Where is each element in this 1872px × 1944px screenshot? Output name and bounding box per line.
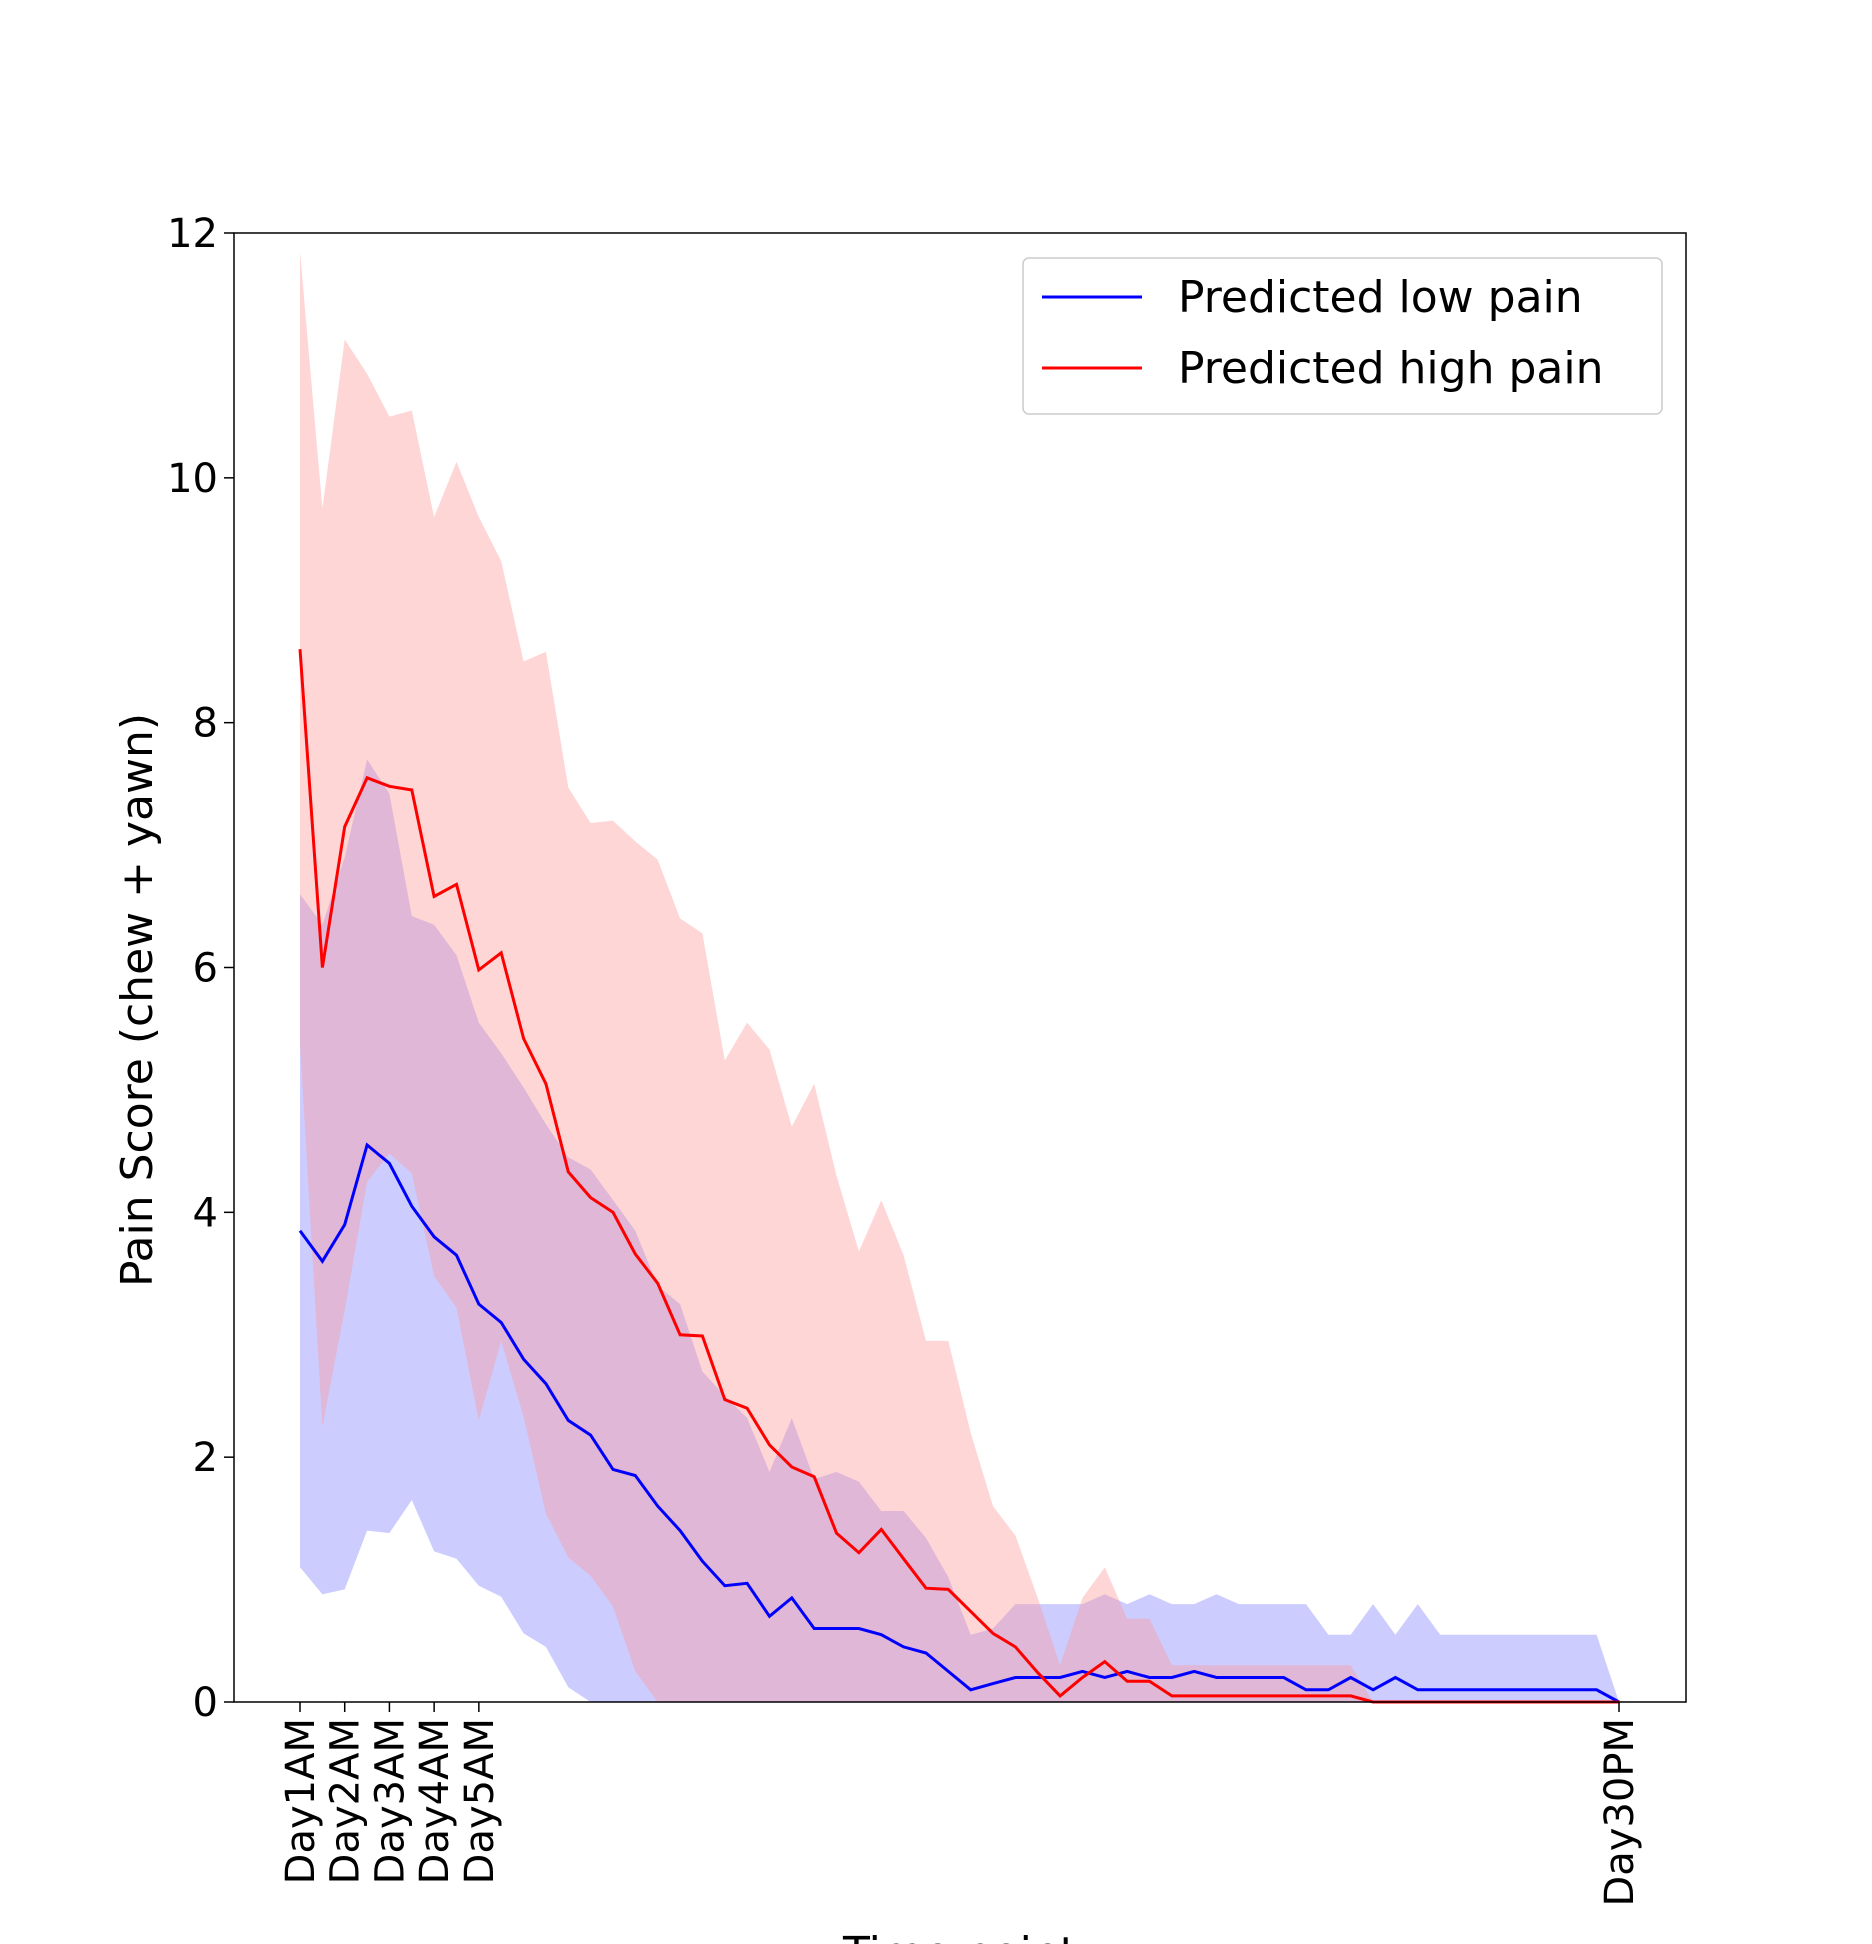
x-tick-label: Day3AM bbox=[367, 1718, 413, 1884]
y-tick-label: 0 bbox=[193, 1680, 218, 1726]
x-tick-label: Day4AM bbox=[412, 1718, 458, 1884]
y-tick-label: 2 bbox=[193, 1435, 218, 1481]
y-axis: 0 2 4 6 8 10 12 bbox=[167, 211, 234, 1726]
y-tick-label: 10 bbox=[167, 456, 218, 502]
y-tick-label: 12 bbox=[167, 211, 218, 257]
y-tick-label: 6 bbox=[193, 946, 218, 992]
legend-box bbox=[1022, 257, 1663, 415]
x-tick-label: Day5AM bbox=[457, 1718, 503, 1884]
legend-label-high-pain: Predicted high pain bbox=[1178, 343, 1603, 394]
x-axis-label: Time point bbox=[842, 1928, 1077, 1944]
x-tick-label: Day30PM bbox=[1597, 1718, 1643, 1907]
y-axis-label: Pain Score (chew + yawn) bbox=[112, 713, 163, 1287]
x-tick-label: Day1AM bbox=[278, 1718, 324, 1884]
series-line-low-pain bbox=[298, 1142, 1620, 1704]
y-tick-label: 8 bbox=[193, 701, 218, 747]
legend-label-low-pain: Predicted low pain bbox=[1178, 272, 1583, 323]
x-tick-label: Day2AM bbox=[323, 1718, 369, 1884]
confidence-bands bbox=[300, 251, 1619, 1702]
band-low-pain bbox=[300, 759, 1619, 1702]
legend: Predicted low pain Predicted high pain bbox=[1022, 257, 1663, 415]
band-high-pain bbox=[300, 251, 1619, 1702]
y-tick-label: 4 bbox=[193, 1190, 218, 1236]
